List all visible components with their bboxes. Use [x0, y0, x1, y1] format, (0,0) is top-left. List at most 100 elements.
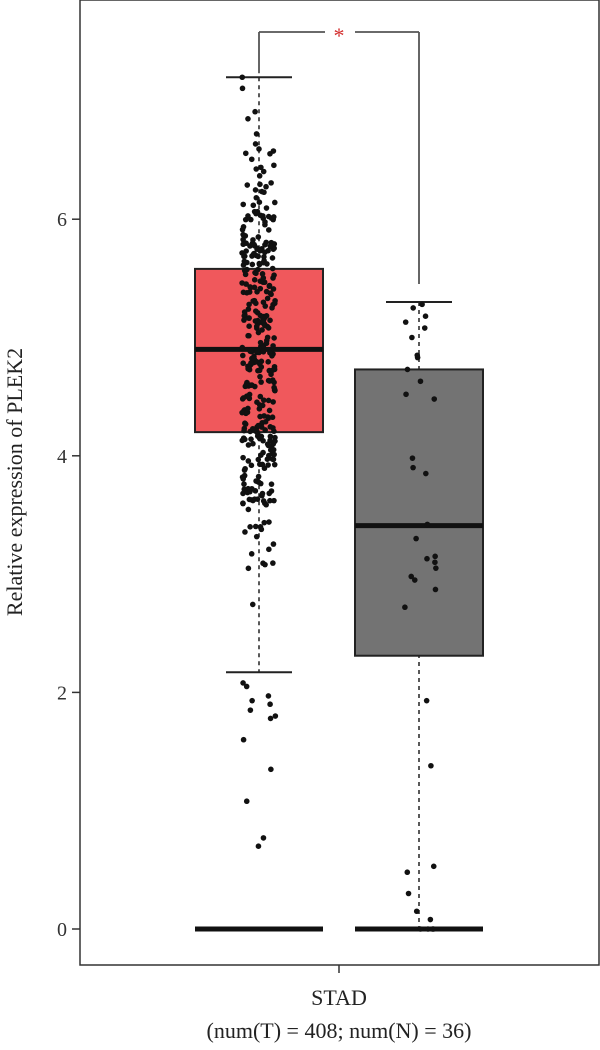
tumor-point	[243, 248, 249, 254]
normal-point	[402, 604, 408, 611]
normal-point	[430, 863, 437, 870]
normal-point	[427, 916, 434, 923]
tumor-point	[240, 680, 246, 686]
normal-point	[417, 926, 424, 932]
tumor-point	[258, 526, 265, 533]
tumor-point	[271, 497, 277, 504]
tumor-point	[265, 359, 271, 365]
tumor-point	[258, 452, 264, 458]
tumor-point	[263, 205, 270, 211]
tumor-point	[268, 488, 275, 494]
normal-point	[405, 890, 412, 897]
normal-box	[354, 368, 484, 657]
tumor-point	[242, 271, 249, 278]
tumor-point	[239, 344, 246, 351]
normal-point	[422, 313, 429, 320]
tumor-point	[259, 271, 266, 277]
tumor-point	[257, 393, 264, 400]
tumor-point	[240, 454, 246, 461]
tumor-point	[245, 506, 252, 513]
tumor-point	[267, 243, 274, 250]
tumor-point	[261, 279, 268, 286]
tumor-point	[253, 478, 259, 484]
tumor-point	[245, 332, 251, 339]
normal-point	[424, 521, 431, 528]
tumor-point	[248, 156, 255, 163]
tumor-point	[245, 116, 251, 122]
tumor-point	[260, 397, 267, 403]
tumor-point	[255, 843, 262, 849]
normal-point	[404, 366, 411, 373]
tumor-point	[256, 199, 263, 205]
tumor-point	[271, 384, 277, 391]
tumor-point	[267, 715, 274, 722]
tumor-point	[270, 560, 276, 566]
tumor-point	[241, 312, 248, 319]
sample-info-label: (num(T) = 408; num(N) = 36)	[207, 1018, 472, 1043]
tumor-point	[267, 290, 274, 296]
tumor-point	[271, 451, 277, 458]
normal-point	[425, 926, 431, 932]
tumor-point	[255, 253, 261, 260]
tumor-point	[255, 234, 262, 240]
normal-point	[432, 586, 439, 593]
normal-point	[423, 697, 430, 704]
tumor-point	[266, 378, 273, 384]
tumor-point	[257, 278, 264, 284]
tumor-point	[245, 405, 251, 412]
normal-point	[414, 352, 421, 359]
tumor-point	[240, 500, 246, 507]
tumor-point	[259, 490, 266, 497]
tumor-point	[267, 424, 274, 430]
tumor-point	[255, 266, 261, 273]
tumor-point	[245, 458, 252, 464]
normal-point	[408, 573, 415, 580]
tumor-point	[242, 420, 248, 427]
tumor-point	[258, 379, 264, 385]
tumor-point	[239, 409, 245, 416]
tumor-point	[253, 166, 260, 172]
tumor-point	[268, 180, 274, 186]
tumor-point	[262, 418, 269, 425]
normal-point	[404, 869, 411, 876]
tumor-point	[254, 348, 260, 354]
tumor-point	[267, 349, 273, 356]
tumor-point	[258, 433, 265, 440]
tumor-point	[252, 141, 259, 147]
tumor-point	[269, 255, 276, 261]
tumor-point	[249, 601, 256, 608]
tumor-point	[260, 835, 267, 841]
tumor-point	[249, 261, 256, 268]
tumor-point	[247, 347, 254, 354]
tumor-point	[240, 262, 247, 268]
tumor-point	[239, 352, 246, 359]
tumor-point	[240, 360, 247, 367]
tumor-point	[265, 325, 272, 331]
tumor-point	[267, 433, 274, 440]
normal-point	[410, 305, 416, 311]
tumor-point	[249, 697, 255, 704]
tumor-point	[271, 461, 278, 468]
tumor-point	[251, 277, 258, 283]
plot-frame	[79, 0, 600, 966]
normal-point	[428, 762, 434, 769]
tumor-point	[264, 295, 271, 302]
tumor-point	[266, 546, 272, 553]
tumor-point	[256, 146, 262, 152]
tumor-point	[255, 456, 262, 463]
tumor-point	[240, 231, 246, 238]
tumor-point	[260, 299, 267, 306]
tumor-point	[267, 497, 273, 504]
tumor-point	[243, 281, 249, 287]
tumor-point	[266, 283, 273, 290]
tumor-point	[242, 150, 249, 157]
tumor-point	[244, 182, 251, 188]
tumor-point	[239, 85, 246, 92]
significance-marker: *	[334, 23, 345, 48]
tumor-point	[253, 131, 260, 137]
tumor-point	[248, 551, 255, 557]
tumor-point	[258, 164, 264, 171]
normal-point	[413, 535, 419, 542]
tumor-point	[269, 305, 275, 311]
tumor-point	[253, 308, 259, 314]
